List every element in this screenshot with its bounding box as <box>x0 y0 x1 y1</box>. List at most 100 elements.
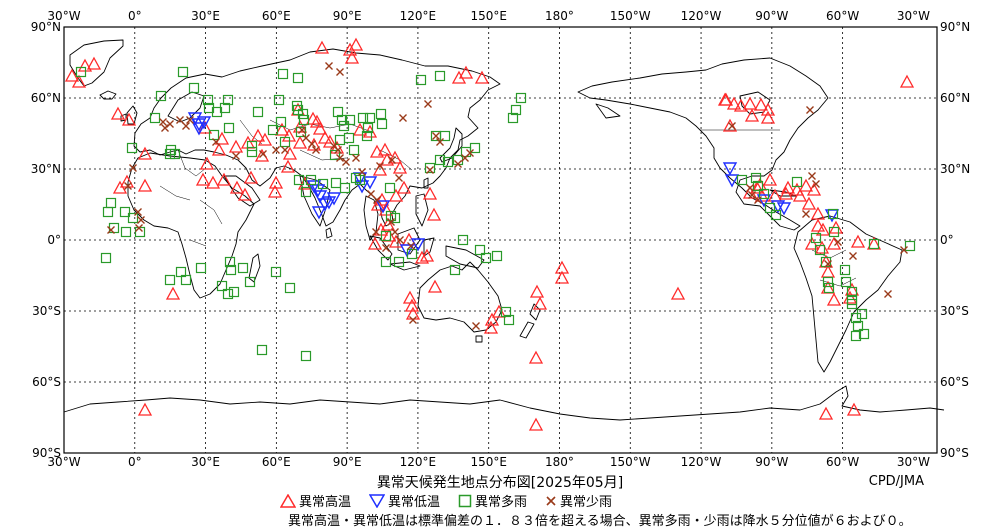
heavy-rain-marker <box>119 206 131 218</box>
light-rain-marker <box>161 124 169 132</box>
high-temp-marker <box>801 196 817 210</box>
heavy-rain-marker <box>228 286 240 298</box>
light-rain-marker <box>812 180 820 188</box>
light-rain-marker <box>186 116 194 124</box>
lon-tick-label: 30°E <box>191 9 220 23</box>
high-temp-marker <box>842 290 858 304</box>
heavy-rain-marker <box>164 274 176 286</box>
lat-tick-label: 0° <box>940 233 954 247</box>
lon-tick-label: 30°W <box>47 455 80 469</box>
lat-tick-label: 60°S <box>940 375 969 389</box>
heavy-rain-marker <box>237 262 249 274</box>
high-temp-marker <box>717 92 733 106</box>
heavy-rain-marker <box>354 174 366 186</box>
heavy-rain-marker <box>840 276 852 288</box>
heavy-rain-marker <box>406 248 418 260</box>
high-temp-marker <box>317 130 333 144</box>
heavy-rain-marker <box>344 114 356 126</box>
heavy-rain-marker <box>791 176 803 188</box>
high-temp-marker <box>214 131 230 145</box>
lat-tick-label: 30°S <box>940 304 969 318</box>
light-rain-marker <box>166 120 174 128</box>
high-temp-marker <box>780 180 796 194</box>
heavy-rain-marker <box>202 94 214 106</box>
light-rain-marker <box>436 138 444 146</box>
high-temp-marker <box>722 118 738 132</box>
light-rain-marker <box>129 164 137 172</box>
high-temp-marker <box>137 146 153 160</box>
high-temp-marker <box>314 40 330 54</box>
map-frame <box>63 26 938 454</box>
world-map: 30°W 30°W 0° 0° 30°E 30°E 60°E 60°E 90°E 90°E 120°… <box>31 9 971 469</box>
light-rain-marker <box>388 156 396 164</box>
heavy-rain-marker <box>858 328 870 340</box>
heavy-rain-marker <box>393 256 405 268</box>
light-rain-marker <box>728 122 736 130</box>
heavy-rain-marker <box>273 94 285 106</box>
heavy-rain-marker <box>764 202 776 214</box>
high-temp-marker <box>86 56 102 70</box>
low-temp-marker <box>724 174 740 188</box>
heavy-rain-marker <box>380 256 392 268</box>
lon-tick-label: 180° <box>545 9 574 23</box>
light-rain-marker <box>232 152 240 160</box>
light-rain-marker <box>159 118 167 126</box>
lon-tick-label: 150°W <box>610 455 651 469</box>
high-temp-marker <box>110 106 126 120</box>
high-temp-marker <box>268 175 284 189</box>
triangle-up-icon <box>280 493 296 508</box>
high-temp-marker <box>257 132 273 146</box>
low-temp-marker <box>191 122 207 136</box>
high-temp-marker <box>216 172 232 186</box>
lat-tick-label: 30°N <box>940 162 970 176</box>
heavy-rain-marker <box>846 294 858 306</box>
lat-tick-label: 90°S <box>940 446 969 460</box>
heavy-rain-marker <box>297 108 309 120</box>
lat-tick-label: 90°N <box>31 20 61 34</box>
heavy-rain-marker <box>868 238 880 250</box>
legend-label-high: 異常高温 <box>299 495 352 510</box>
heavy-rain-marker <box>252 106 264 118</box>
lon-tick-label: 120°W <box>681 9 722 23</box>
legend-item-wet: 異常多雨 <box>458 491 527 510</box>
high-temp-marker <box>282 146 298 160</box>
tick-labels: 30°W 30°W 0° 0° 30°E 30°E 60°E 60°E 90°E 90°E 120°… <box>31 9 971 469</box>
high-temp-marker <box>744 108 760 122</box>
heavy-rain-marker <box>180 274 192 286</box>
heavy-rain-marker <box>752 180 764 192</box>
heavy-rain-marker <box>814 244 826 256</box>
lon-tick-label: 60°E <box>262 455 291 469</box>
high-temp-marker <box>377 142 393 156</box>
criteria-note: 異常高温・異常低温は標準偏差の１．８３倍を超える場合、異常多雨・少雨は降水５分位… <box>288 514 912 529</box>
lon-tick-label: 90°W <box>755 9 788 23</box>
lon-tick-label: 60°W <box>826 455 859 469</box>
high-temp-marker <box>380 217 396 231</box>
heavy-rain-marker <box>839 264 851 276</box>
high-temp-marker <box>422 186 438 200</box>
heavy-rain-marker <box>149 112 161 124</box>
high-temp-marker <box>804 236 820 250</box>
light-rain-marker <box>754 196 762 204</box>
heavy-rain-marker <box>339 182 351 194</box>
heavy-rain-marker <box>736 174 748 186</box>
heavy-rain-marker <box>515 92 527 104</box>
heavy-rain-marker <box>334 134 346 146</box>
light-rain-marker <box>281 146 289 154</box>
low-temp-marker <box>824 209 840 223</box>
heavy-rain-marker <box>457 234 469 246</box>
heavy-rain-marker <box>108 222 120 234</box>
high-temp-marker <box>414 250 430 264</box>
heavy-rain-marker <box>126 142 138 154</box>
heavy-rain-marker <box>348 144 360 156</box>
low-temp-marker <box>776 202 792 216</box>
heavy-rain-marker <box>750 172 762 184</box>
light-rain-marker <box>342 158 350 166</box>
light-rain-marker <box>802 210 810 218</box>
lon-tick-label: 0° <box>128 455 142 469</box>
light-rain-marker <box>399 114 407 122</box>
high-temp-marker <box>137 402 153 416</box>
lon-tick-label: 90°E <box>333 455 362 469</box>
heavy-rain-marker <box>246 140 258 152</box>
heavy-rain-marker <box>222 288 234 300</box>
high-temp-marker <box>474 70 490 84</box>
